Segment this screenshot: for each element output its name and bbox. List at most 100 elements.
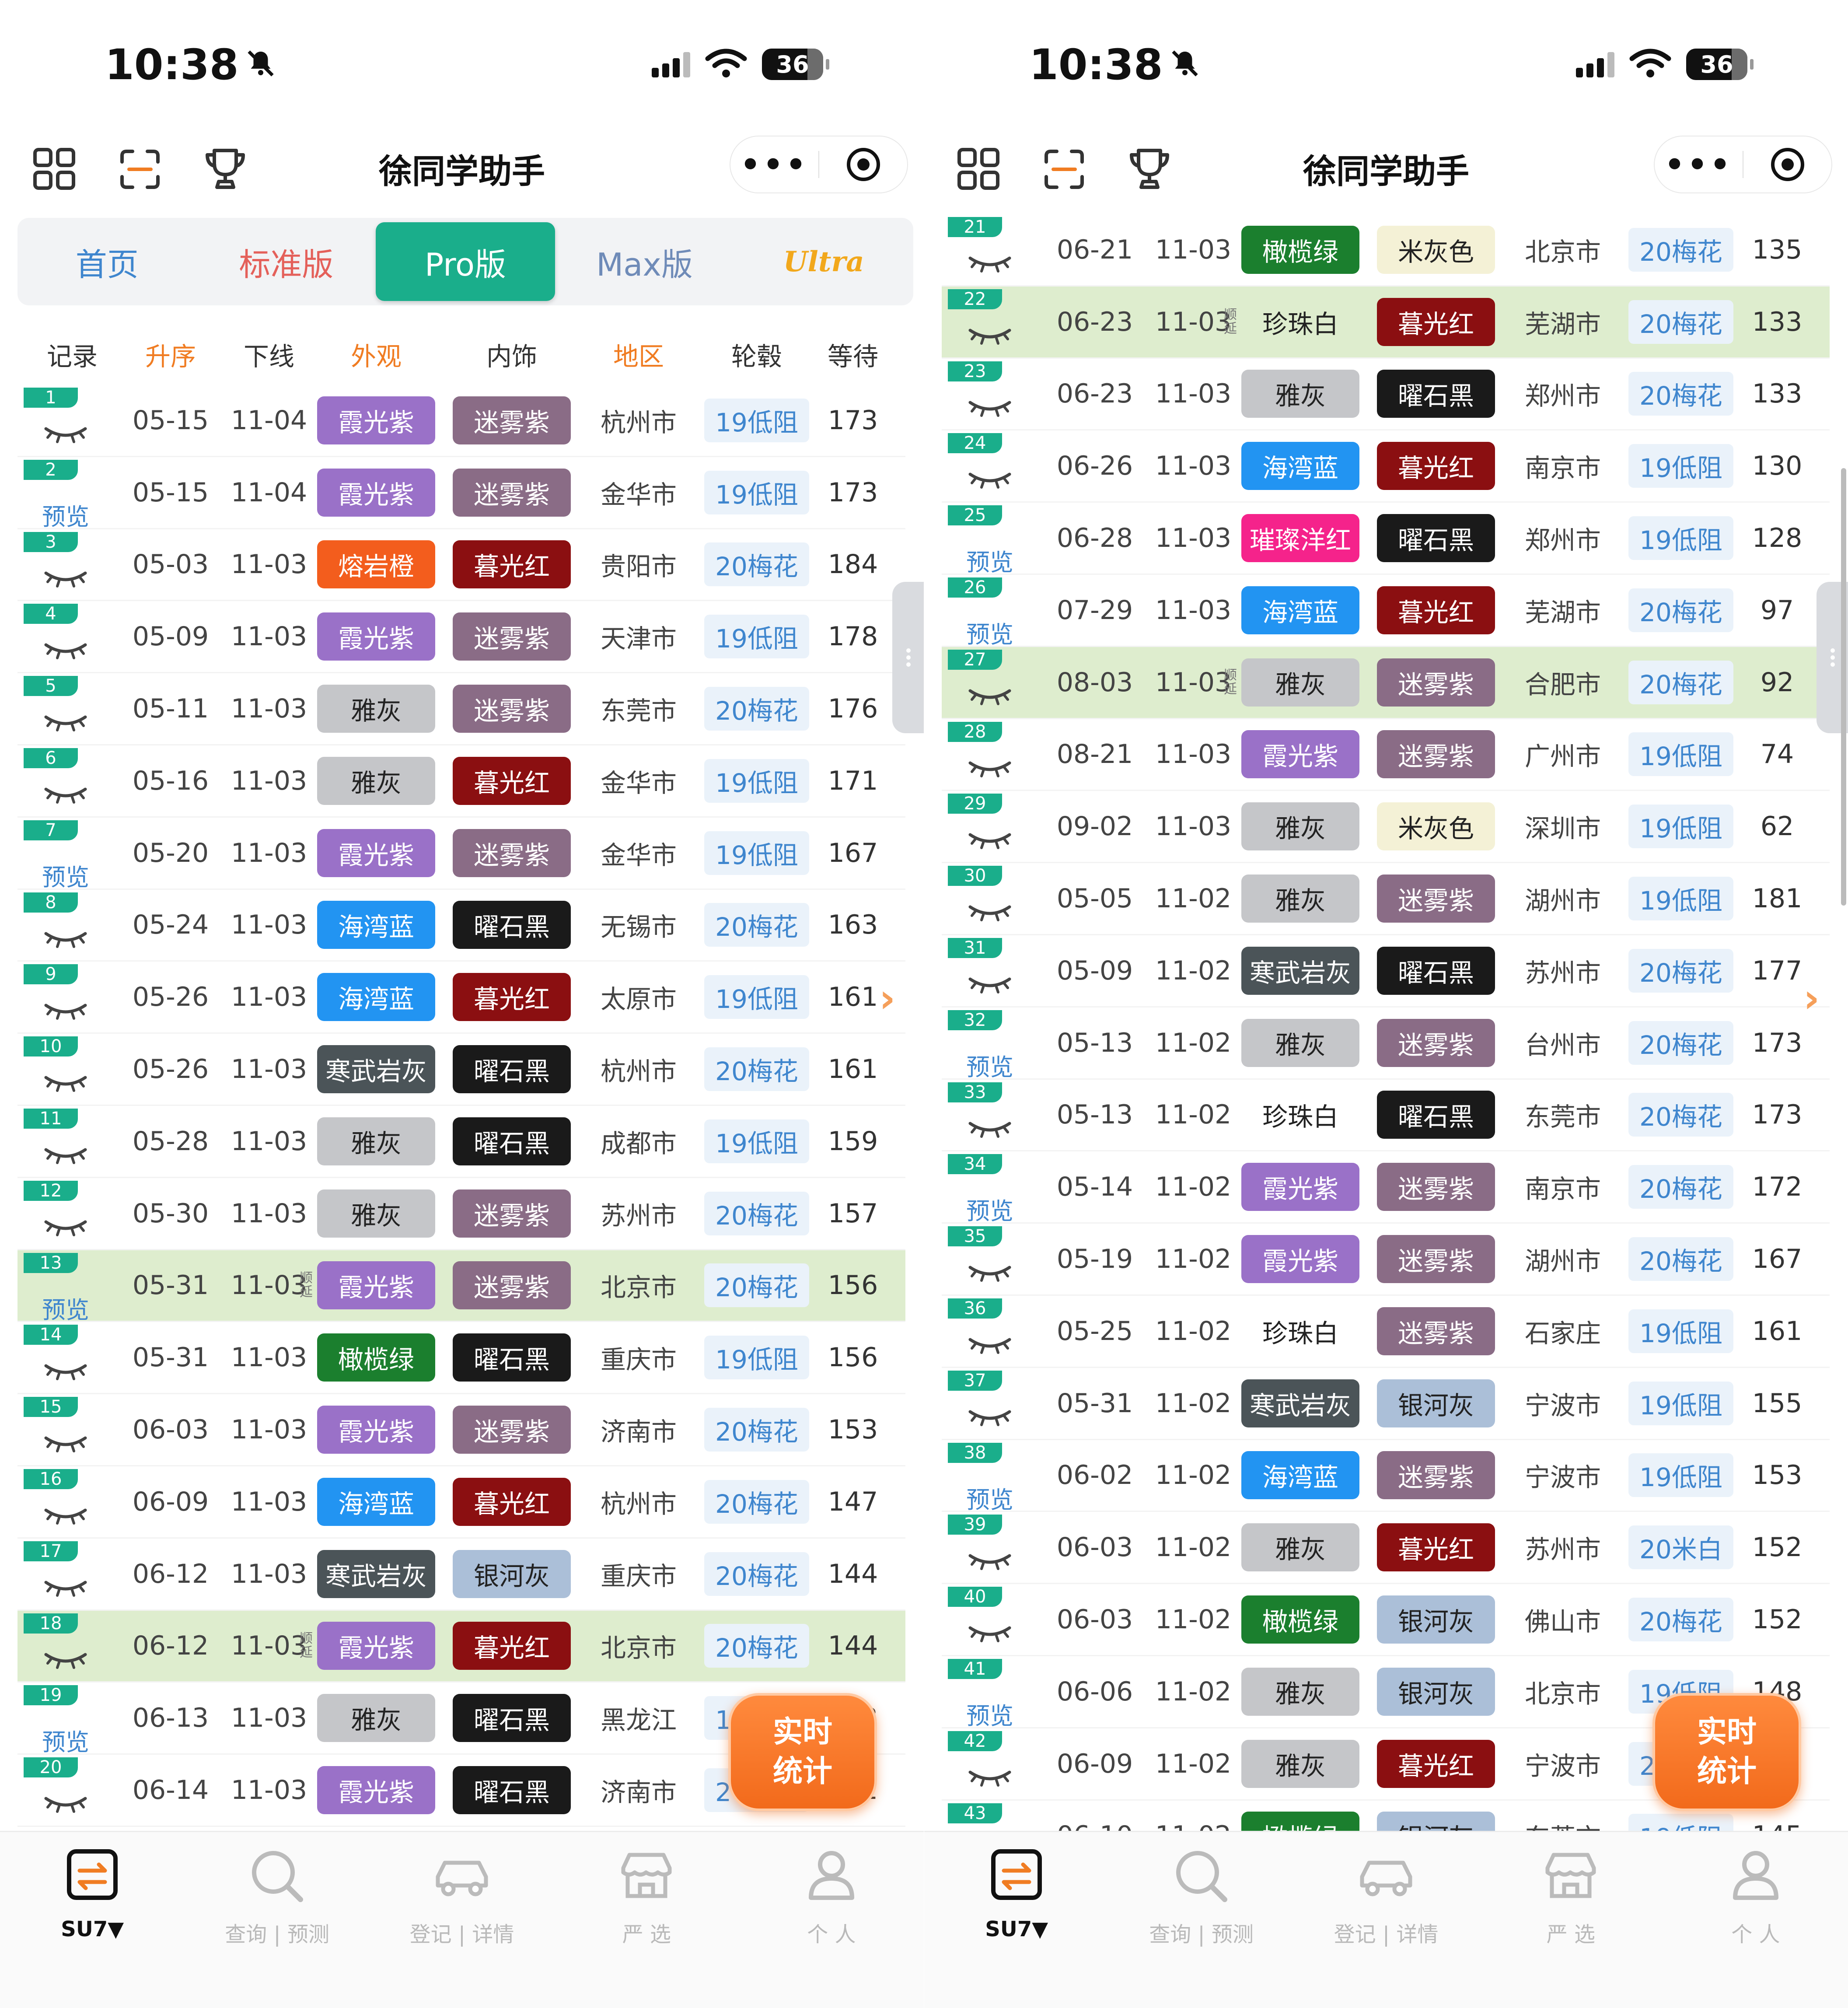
hidden-eye-icon[interactable] bbox=[42, 1360, 90, 1382]
hidden-eye-icon[interactable] bbox=[966, 829, 1014, 850]
table-row[interactable]: 22 06-23 11-03 顺延 珍珠白 暮光红 芜湖市 20梅花 133 bbox=[942, 286, 1830, 359]
nav-profile[interactable]: 个 人 bbox=[1663, 1832, 1848, 2008]
table-row[interactable]: 2 预览 05-15 11-04 霞光紫 迷雾紫 金华市 19低阻 173 bbox=[17, 457, 905, 531]
nav-register[interactable]: 登记 | 详情 bbox=[1294, 1832, 1478, 2008]
table-row[interactable]: 8 05-24 11-03 海湾蓝 曜石黑 无锡市 20梅花 163 bbox=[17, 890, 905, 962]
nav-su7[interactable]: SU7▼ bbox=[924, 1832, 1109, 2008]
realtime-stats-button[interactable]: 实时 统计 bbox=[728, 1693, 877, 1811]
nav-select[interactable]: 严 选 bbox=[554, 1832, 739, 2008]
hidden-eye-icon[interactable] bbox=[966, 1261, 1014, 1283]
scan-icon[interactable] bbox=[116, 145, 164, 193]
hidden-eye-icon[interactable] bbox=[966, 973, 1014, 995]
nav-query[interactable]: 查询 | 预测 bbox=[185, 1832, 369, 2008]
hidden-eye-icon[interactable] bbox=[42, 1144, 90, 1165]
table-row[interactable]: 28 08-21 11-03 霞光紫 迷雾紫 广州市 19低阻 74 bbox=[942, 719, 1830, 791]
hidden-eye-icon[interactable] bbox=[42, 927, 90, 949]
table-row[interactable]: 24 06-26 11-03 海湾蓝 暮光红 南京市 19低阻 130 bbox=[942, 430, 1830, 503]
hidden-eye-icon[interactable] bbox=[966, 1333, 1014, 1355]
nav-register[interactable]: 登记 | 详情 bbox=[370, 1832, 554, 2008]
more-options-button[interactable]: ••• bbox=[1664, 146, 1733, 183]
table-row[interactable]: 30 05-05 11-02 雅灰 迷雾紫 湖州市 19低阻 181 bbox=[942, 863, 1830, 935]
nav-select[interactable]: 严 选 bbox=[1478, 1832, 1663, 2008]
hidden-eye-icon[interactable] bbox=[42, 1648, 90, 1670]
table-row[interactable]: 40 06-03 11-02 橄榄绿 银河灰 佛山市 20梅花 152 bbox=[942, 1584, 1830, 1656]
close-miniprogram-button[interactable] bbox=[819, 146, 907, 183]
table-row[interactable]: 26 预览 07-29 11-03 海湾蓝 暮光红 芜湖市 20梅花 97 bbox=[942, 575, 1830, 648]
hidden-eye-icon[interactable] bbox=[42, 999, 90, 1021]
table-row[interactable]: 38 预览 06-02 11-02 海湾蓝 迷雾紫 宁波市 19低阻 153 bbox=[942, 1440, 1830, 1514]
hidden-eye-icon[interactable] bbox=[966, 901, 1014, 923]
hidden-eye-icon[interactable] bbox=[42, 1071, 90, 1093]
nav-profile[interactable]: 个 人 bbox=[739, 1832, 924, 2008]
table-row[interactable]: 3 05-03 11-03 熔岩橙 暮光红 贵阳市 20梅花 184 bbox=[17, 529, 905, 602]
table-row[interactable]: 17 06-12 11-03 寒武岩灰 银河灰 重庆市 20梅花 144 bbox=[17, 1539, 905, 1611]
hidden-eye-icon[interactable] bbox=[42, 1576, 90, 1598]
table-row[interactable]: 5 05-11 11-03 雅灰 迷雾紫 东莞市 20梅花 176 bbox=[17, 673, 905, 745]
table-row[interactable]: 21 06-21 11-03 橄榄绿 米灰色 北京市 20梅花 135 bbox=[942, 214, 1830, 287]
table-row[interactable]: 31 05-09 11-02 寒武岩灰 曜石黑 苏州市 20梅花 177 bbox=[942, 935, 1830, 1007]
expand-chevron-icon[interactable]: › bbox=[879, 976, 896, 1021]
column-header-2[interactable]: 下线 bbox=[243, 342, 295, 371]
close-miniprogram-button[interactable] bbox=[1743, 146, 1831, 183]
table-row[interactable]: 35 05-19 11-02 霞光紫 迷雾紫 湖州市 20梅花 167 bbox=[942, 1224, 1830, 1296]
table-row[interactable]: 15 06-03 11-03 霞光紫 迷雾紫 济南市 20梅花 153 bbox=[17, 1394, 905, 1466]
table-row[interactable]: 25 预览 06-28 11-03 璀璨洋红 曜石黑 郑州市 19低阻 128 bbox=[942, 503, 1830, 577]
trophy-icon[interactable] bbox=[201, 145, 249, 193]
table-row[interactable]: 11 05-28 11-03 雅灰 曜石黑 成都市 19低阻 159 bbox=[17, 1106, 905, 1178]
hidden-eye-icon[interactable] bbox=[42, 639, 90, 661]
scrollbar[interactable] bbox=[1841, 468, 1846, 906]
preview-link[interactable]: 预览 bbox=[966, 1486, 1013, 1514]
nav-su7[interactable]: SU7▼ bbox=[0, 1832, 185, 2008]
scroll-area[interactable]: 21 06-21 11-03 橄榄绿 米灰色 北京市 20梅花 135 22 06-23 11-03… bbox=[924, 206, 1848, 1831]
hidden-eye-icon[interactable] bbox=[966, 1550, 1014, 1571]
preview-link[interactable]: 预览 bbox=[42, 503, 89, 531]
hidden-eye-icon[interactable] bbox=[42, 711, 90, 733]
hidden-eye-icon[interactable] bbox=[42, 567, 90, 589]
table-row[interactable]: 10 05-26 11-03 寒武岩灰 曜石黑 杭州市 20梅花 161 bbox=[17, 1034, 905, 1106]
tab-pro[interactable]: Pro版 bbox=[376, 222, 555, 301]
table-row[interactable]: 16 06-09 11-03 海湾蓝 暮光红 杭州市 20梅花 147 bbox=[17, 1466, 905, 1539]
scan-icon[interactable] bbox=[1040, 145, 1088, 193]
table-row[interactable]: 33 05-13 11-02 珍珠白 曜石黑 东莞市 20梅花 173 bbox=[942, 1080, 1830, 1152]
preview-link[interactable]: 预览 bbox=[966, 1053, 1013, 1081]
hidden-eye-icon[interactable] bbox=[966, 1406, 1014, 1427]
hidden-eye-icon[interactable] bbox=[966, 1766, 1014, 1788]
realtime-stats-button[interactable]: 实时 统计 bbox=[1652, 1693, 1801, 1811]
hidden-eye-icon[interactable] bbox=[42, 1504, 90, 1526]
preview-link[interactable]: 预览 bbox=[42, 1296, 89, 1324]
side-drawer-handle[interactable] bbox=[892, 582, 924, 733]
preview-link[interactable]: 预览 bbox=[966, 620, 1013, 648]
table-row[interactable]: 34 预览 05-14 11-02 霞光紫 迷雾紫 南京市 20梅花 172 bbox=[942, 1151, 1830, 1225]
table-row[interactable]: 36 05-25 11-02 珍珠白 迷雾紫 石家庄 19低阻 161 bbox=[942, 1296, 1830, 1368]
table-row[interactable]: 32 预览 05-13 11-02 雅灰 迷雾紫 台州市 20梅花 173 bbox=[942, 1007, 1830, 1081]
tab-standard[interactable]: 标准版 bbox=[239, 246, 334, 283]
expand-chevron-icon[interactable]: › bbox=[1803, 976, 1820, 1021]
table-row[interactable]: 13 预览 05-31 11-03 顺延 霞光紫 迷雾紫 北京市 20梅花 156 bbox=[17, 1250, 905, 1324]
hidden-eye-icon[interactable] bbox=[42, 1792, 90, 1814]
trophy-icon[interactable] bbox=[1125, 145, 1174, 193]
nav-query[interactable]: 查询 | 预测 bbox=[1109, 1832, 1293, 2008]
tab-home[interactable]: 首页 bbox=[75, 246, 139, 283]
hidden-eye-icon[interactable] bbox=[42, 1432, 90, 1454]
table-row[interactable]: 37 05-31 11-02 寒武岩灰 银河灰 宁波市 19低阻 155 bbox=[942, 1368, 1830, 1440]
preview-link[interactable]: 预览 bbox=[966, 549, 1013, 577]
table-row[interactable]: 4 05-09 11-03 霞光紫 迷雾紫 天津市 19低阻 178 bbox=[17, 601, 905, 674]
grid-menu-icon[interactable] bbox=[31, 145, 79, 193]
scroll-area[interactable]: 首页 标准版 Pro版 Max版 Ultra 记录 升序 下线 外观 内饰 地区 轮毂 等待 1 05-15… bbox=[0, 206, 924, 1831]
table-row[interactable]: 9 05-26 11-03 海湾蓝 暮光红 太原市 19低阻 161 bbox=[17, 962, 905, 1034]
more-options-button[interactable]: ••• bbox=[740, 146, 809, 183]
table-row[interactable]: 1 05-15 11-04 霞光紫 迷雾紫 杭州市 19低阻 173 bbox=[17, 385, 905, 457]
table-row[interactable]: 27 08-03 11-03 顺延 雅灰 迷雾紫 合肥市 20梅花 92 bbox=[942, 647, 1830, 719]
table-row[interactable]: 23 06-23 11-03 雅灰 曜石黑 郑州市 20梅花 133 bbox=[942, 359, 1830, 431]
table-row[interactable]: 39 06-03 11-02 雅灰 暮光红 苏州市 20米白 152 bbox=[942, 1512, 1830, 1585]
tab-ultra[interactable]: Ultra bbox=[783, 245, 864, 278]
hidden-eye-icon[interactable] bbox=[966, 757, 1014, 779]
hidden-eye-icon[interactable] bbox=[966, 1622, 1014, 1644]
tab-max[interactable]: Max版 bbox=[596, 246, 693, 283]
table-row[interactable]: 18 06-12 11-03 顺延 霞光紫 暮光红 北京市 20梅花 144 bbox=[17, 1610, 905, 1683]
hidden-eye-icon[interactable] bbox=[42, 1216, 90, 1238]
preview-link[interactable]: 预览 bbox=[42, 863, 89, 891]
preview-link[interactable]: 预览 bbox=[966, 1197, 1013, 1225]
grid-menu-icon[interactable] bbox=[955, 145, 1003, 193]
